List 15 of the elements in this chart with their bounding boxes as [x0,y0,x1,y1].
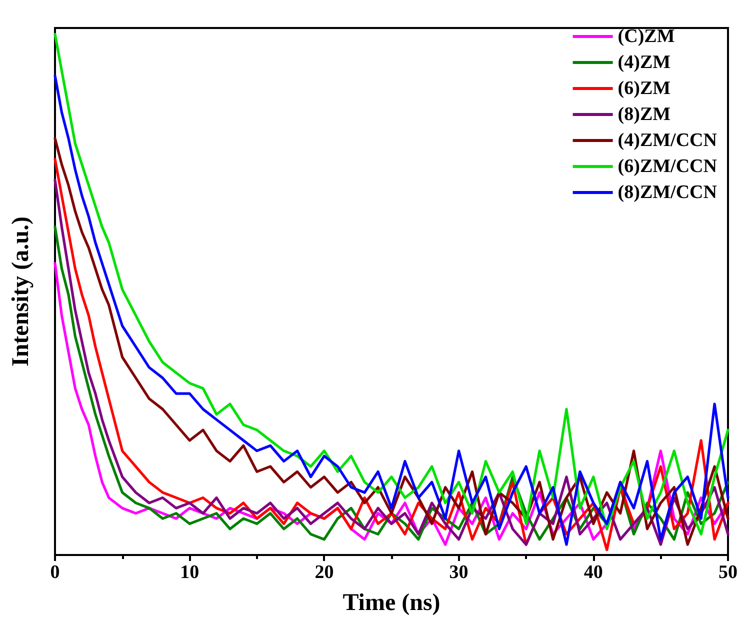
x-tick-label: 30 [449,562,468,583]
legend-label: (4)ZM [618,52,671,73]
x-tick-label: 0 [50,562,60,583]
legend-label: (6)ZM [618,78,671,99]
x-tick-label: 20 [314,562,334,583]
legend-label: (8)ZM/CCN [618,182,718,203]
legend-label: (8)ZM [618,104,671,125]
legend-label: (C)ZM [618,26,675,47]
y-axis-title: Intensity (a.u.) [8,216,34,367]
legend-label: (4)ZM/CCN [618,130,718,151]
x-tick-label: 40 [584,562,603,583]
x-axis-title: Time (ns) [342,590,440,616]
legend-label: (6)ZM/CCN [618,156,718,177]
x-tick-label: 50 [718,562,738,583]
x-tick-label: 10 [180,562,200,583]
